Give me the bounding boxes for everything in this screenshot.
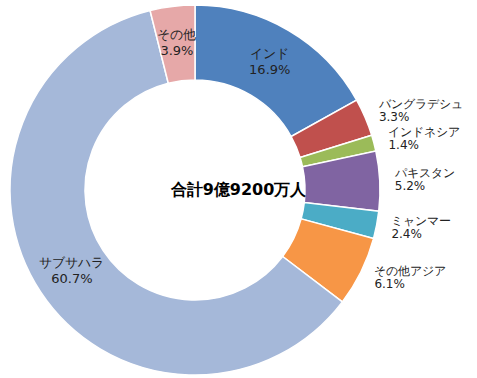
svg-text:サブサハラ: サブサハラ bbox=[39, 255, 104, 270]
svg-text:1.4%: 1.4% bbox=[388, 138, 419, 152]
svg-text:ミャンマー: ミャンマー bbox=[391, 214, 451, 228]
svg-text:インドネシア: インドネシア bbox=[388, 125, 460, 139]
svg-text:60.7%: 60.7% bbox=[51, 271, 92, 286]
svg-text:2.4%: 2.4% bbox=[391, 227, 422, 241]
svg-text:合計9億9200万人: 合計9億9200万人 bbox=[170, 180, 308, 199]
svg-text:バングラデシュ: バングラデシュ bbox=[378, 97, 463, 111]
svg-text:5.2%: 5.2% bbox=[395, 179, 426, 193]
svg-text:6.1%: 6.1% bbox=[374, 277, 405, 291]
svg-text:パキスタン: パキスタン bbox=[394, 166, 455, 180]
svg-text:その他アジア: その他アジア bbox=[374, 264, 446, 278]
svg-text:インド: インド bbox=[250, 46, 289, 61]
svg-text:3.3%: 3.3% bbox=[379, 110, 410, 124]
svg-text:その他: その他 bbox=[157, 27, 196, 42]
svg-text:16.9%: 16.9% bbox=[249, 62, 290, 77]
svg-text:3.9%: 3.9% bbox=[160, 43, 193, 58]
